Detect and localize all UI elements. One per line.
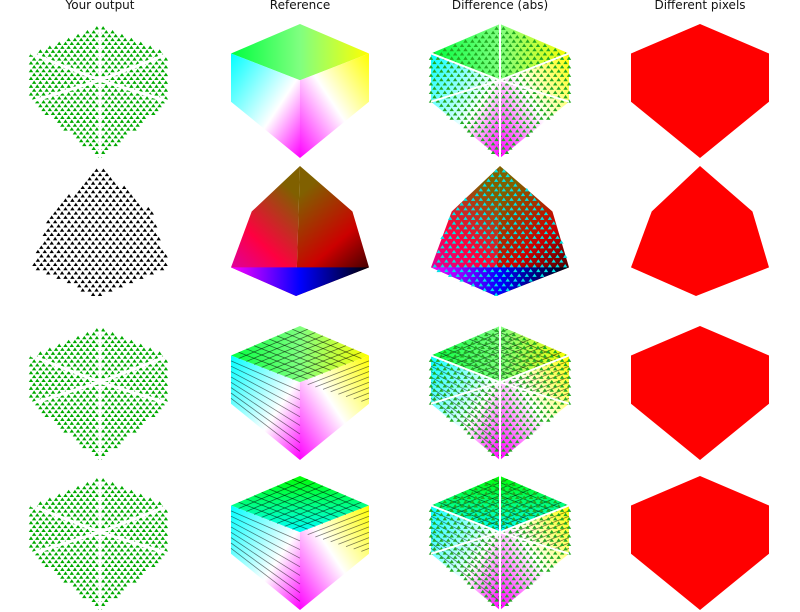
- cell-cube-difference: [428, 24, 572, 159]
- cell-cube-outlined-difference: [428, 326, 572, 460]
- cell-octahedron-output: [32, 168, 168, 296]
- cell-cube-inner-mask: [631, 476, 769, 610]
- cell-cube-mask: [631, 24, 769, 158]
- cell-cube-outlined-output: [28, 326, 170, 460]
- cell-cube-output: [28, 24, 170, 158]
- cell-cube-outlined-mask: [631, 326, 769, 460]
- title-reference: Reference: [269, 0, 331, 12]
- cell-cube-inner-difference: [428, 476, 572, 610]
- cell-cube-outlined-reference: [230, 326, 370, 460]
- cell-octahedron-reference: [231, 166, 369, 296]
- title-different-pixels: Different pixels: [654, 0, 746, 12]
- cell-cube-inner-reference: [230, 476, 370, 610]
- title-your-output: Your output: [65, 0, 135, 12]
- cell-octahedron-mask: [631, 166, 769, 296]
- cell-cube-reference: [231, 24, 369, 159]
- title-difference-abs: Difference (abs): [451, 0, 549, 12]
- cell-octahedron-difference: [431, 166, 569, 296]
- cell-cube-inner-output: [28, 476, 170, 610]
